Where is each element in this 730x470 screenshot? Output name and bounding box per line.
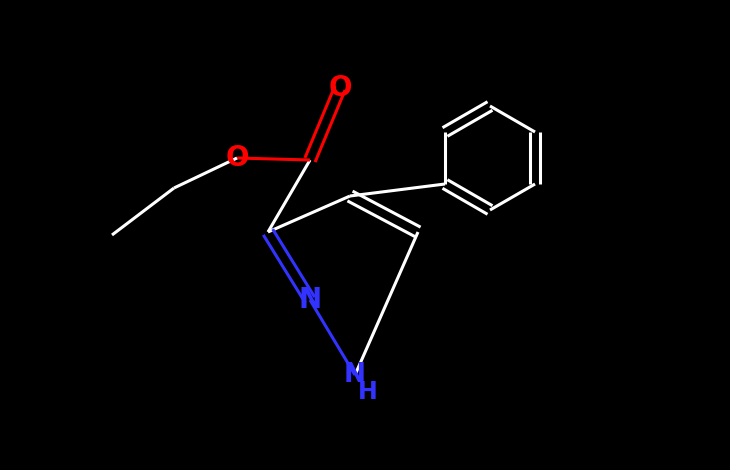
Text: O: O xyxy=(226,144,249,172)
Text: N: N xyxy=(344,362,366,388)
Text: O: O xyxy=(328,74,352,102)
Text: N: N xyxy=(299,286,321,314)
Text: H: H xyxy=(358,380,378,404)
